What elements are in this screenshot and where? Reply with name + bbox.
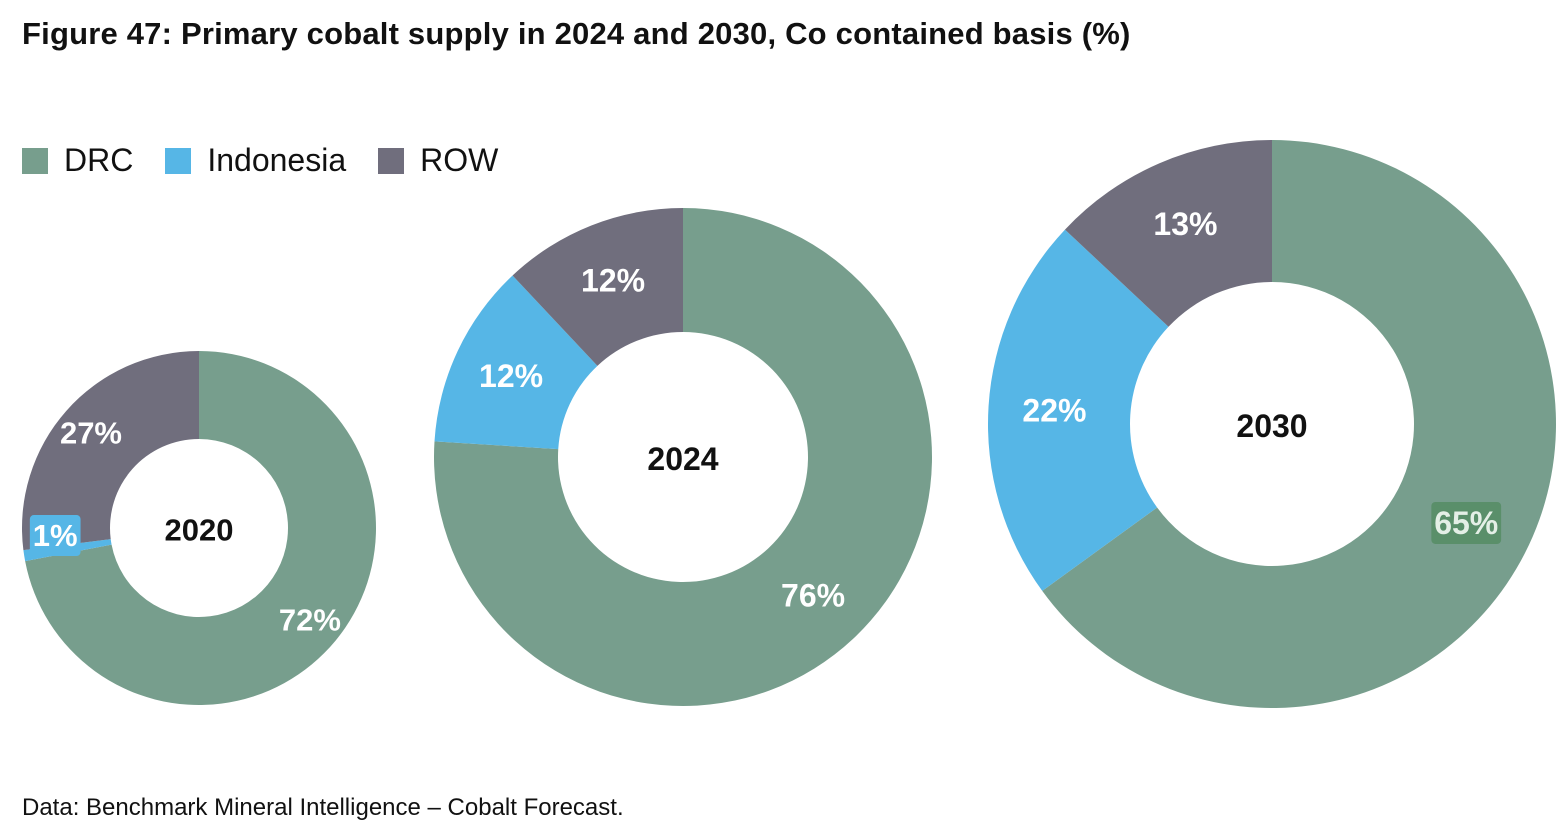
slice-2030-indonesia xyxy=(987,229,1169,591)
slice-2020-row xyxy=(22,351,200,551)
slice-2020-drc xyxy=(25,351,377,706)
legend: DRC Indonesia ROW xyxy=(22,142,530,179)
legend-item-row: ROW xyxy=(378,142,498,179)
data-label-2024-row: 12% xyxy=(581,262,645,298)
legend-item-indonesia: Indonesia xyxy=(165,142,346,179)
center-label-2020: 2020 xyxy=(165,513,234,548)
legend-label-drc: DRC xyxy=(64,142,134,178)
data-label-2020-drc: 72% xyxy=(279,602,341,637)
slice-2024-drc xyxy=(434,208,932,706)
data-label-2024-indonesia: 12% xyxy=(479,358,543,394)
legend-swatch-indonesia xyxy=(165,147,192,174)
data-label-2030-indonesia: 22% xyxy=(1022,392,1086,428)
data-label-2024-drc: 76% xyxy=(781,578,845,614)
legend-label-indonesia: Indonesia xyxy=(207,142,347,178)
data-label-2030-row: 13% xyxy=(1153,206,1217,242)
center-label-2030: 2030 xyxy=(1236,408,1307,444)
donut-2024: 76% 12% 12% 2024 xyxy=(434,208,932,706)
data-label-2030-drc: 65% xyxy=(1434,505,1498,541)
slice-2024-row xyxy=(512,208,683,366)
data-label-bg-2030-drc xyxy=(1431,501,1502,544)
center-label-2024: 2024 xyxy=(647,441,718,477)
source-note: Data: Benchmark Mineral Intelligence – C… xyxy=(22,794,624,821)
donut-2030: 65% 22% 13% 2030 xyxy=(987,140,1556,708)
slice-2030-row xyxy=(1064,140,1272,327)
legend-swatch-row xyxy=(378,147,405,174)
data-label-2020-row: 27% xyxy=(60,415,122,450)
data-label-2020-indonesia: 1% xyxy=(33,518,78,553)
legend-swatch-drc xyxy=(22,147,48,174)
legend-label-row: ROW xyxy=(420,142,499,178)
slice-2024-indonesia xyxy=(434,275,598,450)
donut-2020: 72% 1% 27% 2020 xyxy=(22,351,377,706)
chart-title: Figure 47: Primary cobalt supply in 2024… xyxy=(22,16,1131,51)
slice-2030-drc xyxy=(1042,140,1556,708)
legend-item-drc: DRC xyxy=(22,142,133,179)
data-label-bg-2020-indonesia xyxy=(29,515,81,557)
